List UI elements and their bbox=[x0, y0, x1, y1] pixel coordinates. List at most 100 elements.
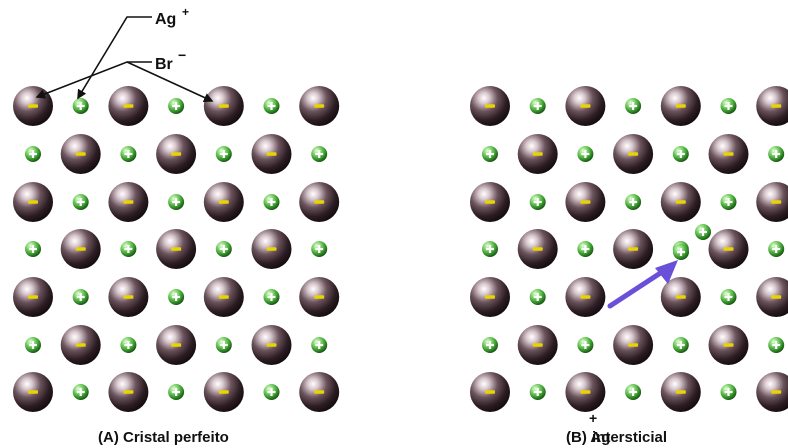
bromide-ion bbox=[660, 277, 701, 317]
plus-mark-vertical bbox=[222, 341, 225, 349]
minus-charge-mark bbox=[771, 390, 782, 394]
minus-charge-mark bbox=[723, 247, 734, 251]
bromide-ion bbox=[60, 134, 101, 174]
minus-charge-mark bbox=[75, 152, 86, 156]
plus-mark-vertical bbox=[79, 388, 82, 396]
caption-panel-a: (A) Cristal perfeito bbox=[98, 429, 229, 446]
plus-mark-vertical bbox=[270, 293, 273, 301]
bromide-ion bbox=[517, 229, 558, 269]
plus-mark-vertical bbox=[679, 341, 682, 349]
minus-charge-mark bbox=[314, 295, 325, 299]
bromide-ion bbox=[470, 372, 510, 412]
plus-mark-vertical bbox=[584, 150, 587, 158]
plus-mark-vertical bbox=[79, 198, 82, 206]
plus-mark-vertical bbox=[31, 245, 35, 253]
plus-mark-vertical bbox=[775, 245, 778, 253]
minus-charge-mark bbox=[771, 104, 782, 108]
bromide-ion bbox=[108, 182, 149, 222]
arrow-shaft bbox=[607, 269, 665, 309]
silver-ion bbox=[263, 98, 280, 114]
minus-charge-mark bbox=[485, 295, 495, 299]
minus-charge-mark bbox=[266, 247, 277, 251]
plus-mark-vertical bbox=[536, 102, 539, 110]
minus-charge-mark bbox=[123, 295, 134, 299]
plus-mark-vertical bbox=[79, 102, 82, 110]
silver-ion bbox=[168, 98, 185, 114]
minus-charge-mark bbox=[532, 343, 543, 347]
bromide-ion bbox=[13, 182, 53, 222]
bromide-ion bbox=[203, 372, 244, 412]
silver-ion bbox=[720, 289, 737, 305]
silver-ion bbox=[577, 241, 594, 257]
plus-mark-vertical bbox=[536, 293, 539, 301]
silver-ion bbox=[25, 337, 41, 353]
silver-ion bbox=[263, 194, 280, 210]
plus-mark-vertical bbox=[127, 341, 130, 349]
plus-mark-vertical bbox=[701, 228, 705, 236]
bromide-ion bbox=[517, 325, 558, 365]
minus-charge-mark bbox=[771, 295, 782, 299]
bromide-ion bbox=[470, 182, 510, 222]
caption-panel-b-superscript: + bbox=[589, 410, 597, 426]
bromide-ion bbox=[203, 86, 244, 126]
minus-charge-mark bbox=[580, 390, 591, 394]
silver-ion bbox=[720, 194, 737, 210]
minus-charge-mark bbox=[171, 343, 182, 347]
bromide-ion bbox=[156, 229, 197, 269]
silver-ion bbox=[215, 241, 232, 257]
silver-ion bbox=[215, 146, 232, 162]
bromide-ion bbox=[13, 277, 53, 317]
silver-ion bbox=[72, 289, 89, 305]
bromide-ion bbox=[60, 325, 101, 365]
plus-mark-vertical bbox=[127, 245, 130, 253]
plus-mark-vertical bbox=[727, 388, 730, 396]
bromide-ion bbox=[470, 86, 510, 126]
bromide-ion bbox=[13, 372, 53, 412]
bromide-ion bbox=[708, 134, 749, 174]
silver-ion bbox=[695, 224, 711, 240]
minus-charge-mark bbox=[485, 200, 495, 204]
bromide-ion bbox=[565, 86, 606, 126]
minus-charge-mark bbox=[218, 200, 229, 204]
cation-symbol: Ag bbox=[155, 11, 176, 28]
bromide-ion bbox=[565, 182, 606, 222]
minus-charge-mark bbox=[675, 390, 686, 394]
silver-ion bbox=[625, 194, 642, 210]
bromide-ion bbox=[565, 372, 606, 412]
minus-charge-mark bbox=[675, 200, 686, 204]
silver-ion bbox=[672, 337, 689, 353]
plus-mark-vertical bbox=[175, 102, 178, 110]
plus-mark-vertical bbox=[584, 341, 587, 349]
plus-mark-vertical bbox=[488, 341, 492, 349]
bromide-ion bbox=[299, 277, 340, 317]
plus-mark-vertical bbox=[632, 198, 635, 206]
plus-mark-vertical bbox=[175, 293, 178, 301]
minus-charge-mark bbox=[723, 152, 734, 156]
bromide-ion bbox=[613, 325, 654, 365]
plus-mark-vertical bbox=[318, 245, 321, 253]
silver-ion bbox=[168, 194, 185, 210]
bromide-ion bbox=[517, 134, 558, 174]
bromide-ion bbox=[251, 325, 292, 365]
silver-ion bbox=[625, 384, 642, 400]
ion-label-cation: Ag + bbox=[77, 5, 189, 100]
plus-mark-vertical bbox=[727, 102, 730, 110]
plus-mark-vertical bbox=[727, 293, 730, 301]
bromide-ion bbox=[299, 372, 340, 412]
plus-mark-vertical bbox=[318, 341, 321, 349]
plus-mark-vertical bbox=[222, 150, 225, 158]
minus-charge-mark bbox=[628, 343, 639, 347]
silver-ion bbox=[120, 337, 137, 353]
silver-ion bbox=[168, 289, 185, 305]
bromide-ion bbox=[708, 229, 749, 269]
silver-ion bbox=[72, 194, 89, 210]
minus-charge-mark bbox=[75, 343, 86, 347]
bromide-ion bbox=[156, 134, 197, 174]
minus-charge-mark bbox=[171, 152, 182, 156]
plus-mark-vertical bbox=[775, 150, 778, 158]
plus-mark-vertical bbox=[488, 150, 492, 158]
anion-charge: − bbox=[178, 47, 186, 63]
bromide-ion bbox=[60, 229, 101, 269]
silver-ion bbox=[311, 241, 328, 257]
minus-charge-mark bbox=[218, 104, 229, 108]
